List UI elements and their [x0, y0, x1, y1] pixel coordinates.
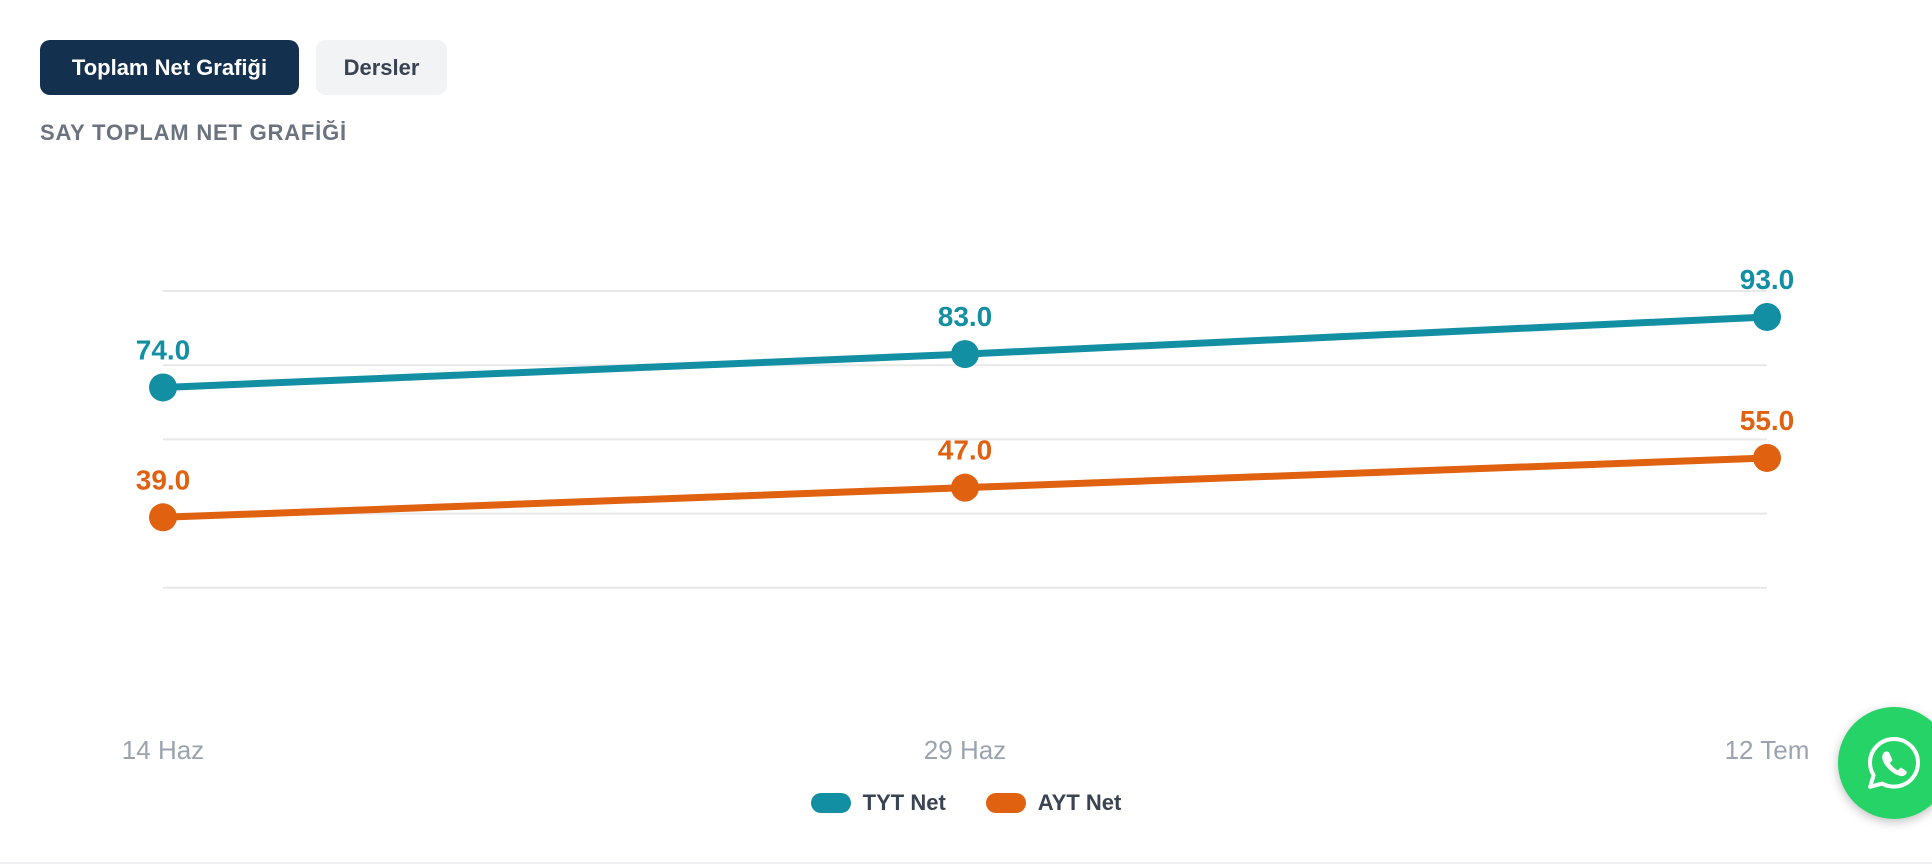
legend-item-ayt[interactable]: AYT Net — [985, 790, 1122, 816]
data-point-tyt-net[interactable] — [951, 340, 979, 369]
chart-tabs: Toplam Net Grafiği Dersler — [40, 40, 447, 95]
x-tick-label: 12 Tem — [1725, 735, 1810, 760]
whatsapp-button[interactable] — [1838, 707, 1932, 819]
data-label-tyt-net: 74.0 — [136, 334, 191, 365]
data-label-tyt-net: 93.0 — [1740, 264, 1795, 295]
data-point-ayt-net[interactable] — [951, 473, 979, 502]
chart-legend: TYT Net AYT Net — [0, 790, 1932, 816]
legend-swatch-tyt — [810, 793, 851, 813]
data-label-tyt-net: 83.0 — [938, 301, 993, 332]
legend-item-tyt[interactable]: TYT Net — [810, 790, 946, 816]
legend-label-ayt: AYT Net — [1037, 790, 1122, 815]
data-point-ayt-net[interactable] — [149, 503, 177, 532]
x-tick-label: 14 Haz — [122, 735, 204, 760]
data-point-ayt-net[interactable] — [1753, 443, 1781, 472]
tab-dersler[interactable]: Dersler — [316, 40, 447, 95]
divider — [0, 862, 1932, 864]
data-point-tyt-net[interactable] — [1753, 302, 1781, 331]
whatsapp-icon — [1868, 737, 1920, 789]
data-label-ayt-net: 39.0 — [136, 464, 191, 495]
chart-section-title: SAY TOPLAM NET GRAFİĞİ — [40, 120, 347, 145]
data-label-ayt-net: 55.0 — [1740, 405, 1795, 436]
line-chart: 74.0 83.0 93.0 39.0 47.0 55.0 14 Haz 29 Haz 12 … — [122, 264, 1810, 760]
legend-swatch-ayt — [985, 793, 1026, 813]
data-label-ayt-net: 47.0 — [938, 435, 993, 466]
legend-label-tyt: TYT Net — [862, 790, 946, 815]
x-tick-label: 29 Haz — [924, 735, 1006, 760]
tab-toplam-net-grafigi[interactable]: Toplam Net Grafiği — [40, 40, 299, 95]
data-point-tyt-net[interactable] — [149, 373, 177, 402]
